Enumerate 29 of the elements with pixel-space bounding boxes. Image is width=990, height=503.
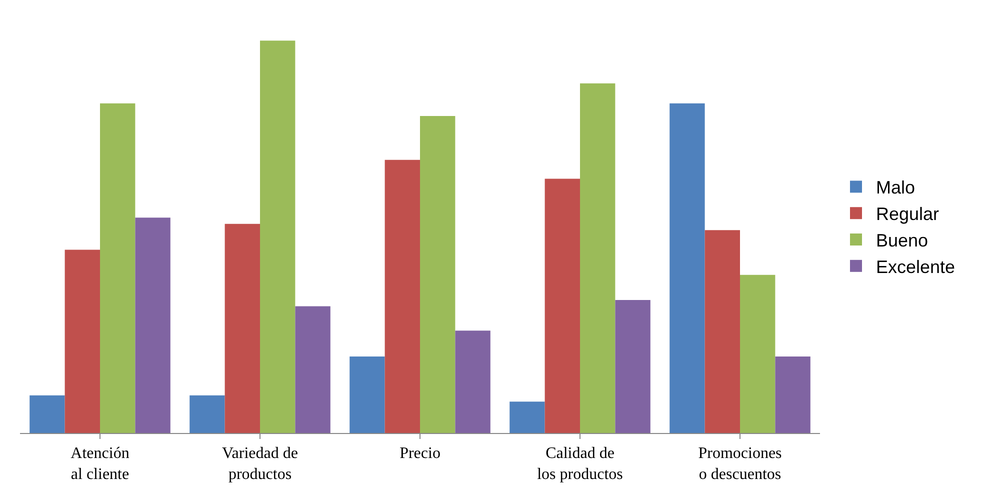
bar — [704, 230, 740, 433]
bar — [544, 178, 580, 433]
x-tick-label: Atención al cliente — [70, 445, 130, 483]
bar — [775, 356, 810, 433]
bar — [670, 103, 705, 433]
bar — [350, 356, 385, 433]
legend-label: Excelente — [876, 256, 956, 277]
bar — [135, 218, 170, 433]
bar — [30, 395, 65, 433]
bar — [420, 116, 456, 433]
x-tick-label: Variedad de productos — [222, 445, 298, 483]
bar — [64, 250, 100, 433]
x-tick-label: Precio — [400, 445, 440, 462]
bar — [190, 395, 225, 433]
legend-label: Regular — [876, 204, 940, 224]
bar — [295, 306, 330, 433]
bar — [224, 224, 260, 433]
bar — [455, 330, 490, 433]
x-tick-label: Calidad de los productos — [537, 445, 623, 483]
bar — [580, 83, 616, 433]
x-tick-label: Promociones o descuentos — [698, 445, 782, 483]
bar — [260, 40, 296, 433]
bar — [384, 160, 420, 433]
bar — [615, 300, 650, 433]
legend-label: Bueno — [876, 230, 928, 251]
bar — [100, 103, 136, 433]
bar — [510, 402, 545, 433]
legend-label: Malo — [876, 178, 916, 198]
bar — [740, 274, 776, 433]
